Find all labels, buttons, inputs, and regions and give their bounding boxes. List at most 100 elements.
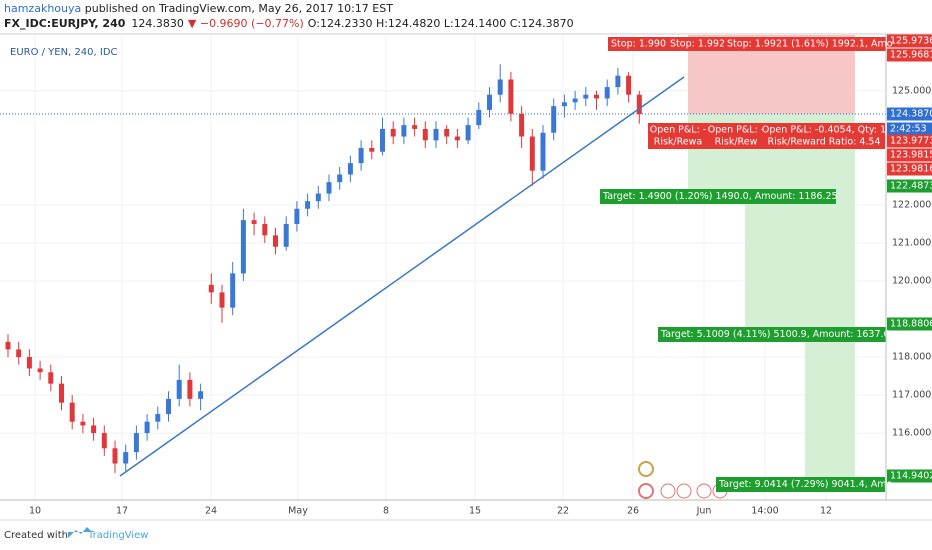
candle-body — [273, 235, 278, 247]
x-tick-label: 22 — [557, 506, 569, 517]
stop-label-box — [608, 37, 668, 51]
candle-body — [208, 284, 214, 293]
candle-body — [283, 223, 289, 247]
candle-body — [240, 220, 246, 274]
candle-body — [636, 94, 642, 115]
candle-body — [572, 98, 578, 103]
price-label-box — [887, 48, 932, 62]
candle-body — [529, 136, 535, 171]
ohlc: O:124.2330 H:124.4820 L:124.1400 C:124.3… — [308, 17, 574, 30]
price-label: 123.9816 — [890, 164, 932, 175]
stop-label: Stop: 1.9921 (1.61%) 1992.1, Amo — [727, 39, 893, 50]
candle-body — [48, 372, 54, 384]
axes: 116.0000 117.0000 118.0000 120.0000 121.0000… — [29, 85, 932, 516]
target-label: Target: 1.4900 (1.20%) 1490.0, Amount: 1… — [602, 191, 838, 202]
candle-body — [358, 147, 364, 164]
pnl-text: Risk/Reward Ratio: 4.54 — [767, 137, 880, 148]
x-tick-label: 24 — [205, 506, 217, 517]
target-zone-3 — [805, 329, 855, 479]
candle-body — [123, 452, 129, 464]
candle-body — [69, 402, 75, 422]
candle-body — [604, 87, 610, 99]
candle-body — [101, 433, 107, 449]
candle-body — [16, 349, 22, 358]
candle-body — [198, 391, 204, 399]
candle-body — [583, 94, 589, 99]
x-tick-label: 8 — [383, 506, 389, 517]
candle-body — [369, 147, 375, 152]
candle-body — [112, 448, 118, 464]
price-label: 118.8806 — [890, 319, 932, 330]
candle-body — [476, 109, 482, 126]
candle-body — [540, 132, 546, 171]
candle-body — [262, 223, 268, 236]
candle-body — [444, 128, 450, 137]
candle-body — [412, 125, 418, 129]
symbol: FX_IDC:EURJPY, 240 — [4, 17, 126, 30]
price-label: 124.3870 — [890, 109, 932, 120]
y-tick-label: 120.0000 — [892, 275, 932, 286]
events — [638, 461, 728, 499]
event-icon — [660, 483, 676, 499]
footer-created: Created with — [4, 530, 68, 541]
candle-body — [5, 341, 11, 350]
candle-body — [155, 414, 161, 422]
price-label: 123.9815 — [890, 150, 932, 161]
pnl-text: Open P&L: -0.4054, Qty: 1 — [762, 125, 886, 136]
candle-body — [219, 292, 225, 308]
candle-body — [326, 182, 332, 194]
candle-body — [594, 94, 599, 99]
pnl-box — [707, 123, 765, 149]
stop-label: Stop: 1.990 — [611, 39, 666, 50]
candle-body — [519, 113, 525, 137]
price-label: 122.4873 — [890, 181, 932, 192]
candle-body — [337, 174, 343, 183]
candle-body — [315, 193, 321, 202]
price-label-box — [887, 162, 932, 176]
x-tick-label: 14:00 — [751, 506, 778, 517]
candle-body — [294, 208, 300, 224]
y-tick-label: 122.0000 — [892, 199, 932, 210]
candle-body — [251, 220, 257, 224]
target-label-box — [658, 327, 886, 342]
footer-brand: TradingView — [87, 530, 148, 541]
candle-body — [433, 128, 439, 141]
candle-body — [144, 421, 150, 434]
event-icon — [696, 483, 712, 499]
candle-body — [305, 201, 311, 209]
event-icon — [676, 483, 692, 499]
x-tick-label: 12 — [820, 506, 832, 517]
y-tick-label: 117.0000 — [892, 390, 932, 401]
candle-body — [80, 421, 86, 426]
price-label-box — [887, 469, 932, 483]
candle-body — [626, 75, 632, 95]
candle-body — [176, 379, 182, 399]
candle-body — [187, 379, 193, 399]
target-label-box — [716, 477, 885, 492]
x-tick-label: May — [288, 506, 308, 517]
candle-body — [508, 79, 514, 114]
event-icon — [638, 461, 654, 477]
price-label-box — [887, 148, 932, 162]
header-line: hamzakhouya published on TradingView.com… — [4, 2, 393, 15]
pnl-text: Risk/Rewa — [654, 137, 703, 148]
candle-body — [37, 368, 43, 373]
x-tick-label: 10 — [29, 506, 41, 517]
candle-body — [59, 383, 64, 403]
y-tick-label: 121.0000 — [892, 237, 932, 248]
price-label: 2:42:53 — [890, 124, 927, 135]
pnl-box — [763, 123, 885, 149]
y-tick-label: 118.0000 — [892, 352, 932, 363]
price-label: 123.9773 — [890, 136, 932, 147]
target-label: Target: 5.1009 (4.11%) 5100.9, Amount: 1… — [660, 329, 890, 340]
candle-body — [615, 75, 621, 88]
event-icon — [638, 483, 654, 499]
candle-body — [230, 273, 236, 308]
candle-body — [380, 128, 385, 152]
candle-body — [487, 94, 492, 110]
quote: 124.3830 — [131, 17, 184, 30]
stop-label-box — [724, 37, 886, 51]
candle-body — [561, 102, 567, 107]
change: ▼ −0.9690 (−0.77%) — [188, 17, 304, 30]
